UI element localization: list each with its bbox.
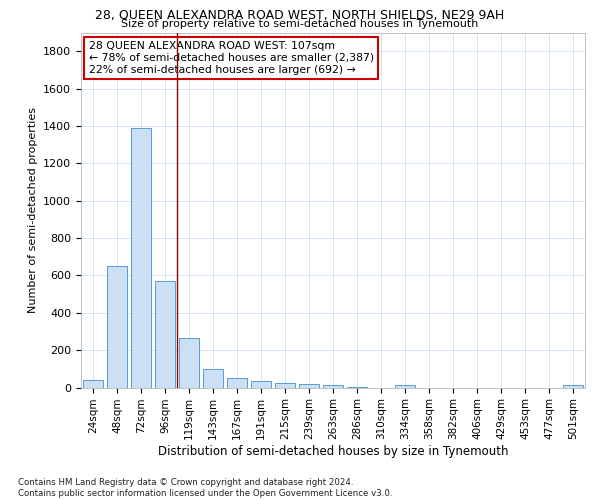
Text: 28 QUEEN ALEXANDRA ROAD WEST: 107sqm
← 78% of semi-detached houses are smaller (: 28 QUEEN ALEXANDRA ROAD WEST: 107sqm ← 7… [89, 42, 374, 74]
Bar [251, 381, 271, 388]
Bar [299, 384, 319, 388]
Bar [563, 384, 583, 388]
Bar [203, 369, 223, 388]
Bar [107, 266, 127, 388]
Text: Size of property relative to semi-detached houses in Tynemouth: Size of property relative to semi-detach… [121, 19, 479, 29]
Y-axis label: Number of semi-detached properties: Number of semi-detached properties [28, 107, 38, 313]
Bar [155, 281, 175, 388]
Bar [395, 384, 415, 388]
Bar [275, 383, 295, 388]
Bar [347, 386, 367, 388]
Bar [227, 378, 247, 388]
Text: Contains HM Land Registry data © Crown copyright and database right 2024.
Contai: Contains HM Land Registry data © Crown c… [18, 478, 392, 498]
Bar [323, 384, 343, 388]
Bar [179, 338, 199, 388]
Bar [83, 380, 103, 388]
X-axis label: Distribution of semi-detached houses by size in Tynemouth: Distribution of semi-detached houses by … [158, 445, 508, 458]
Text: 28, QUEEN ALEXANDRA ROAD WEST, NORTH SHIELDS, NE29 9AH: 28, QUEEN ALEXANDRA ROAD WEST, NORTH SHI… [95, 8, 505, 21]
Bar [131, 128, 151, 388]
